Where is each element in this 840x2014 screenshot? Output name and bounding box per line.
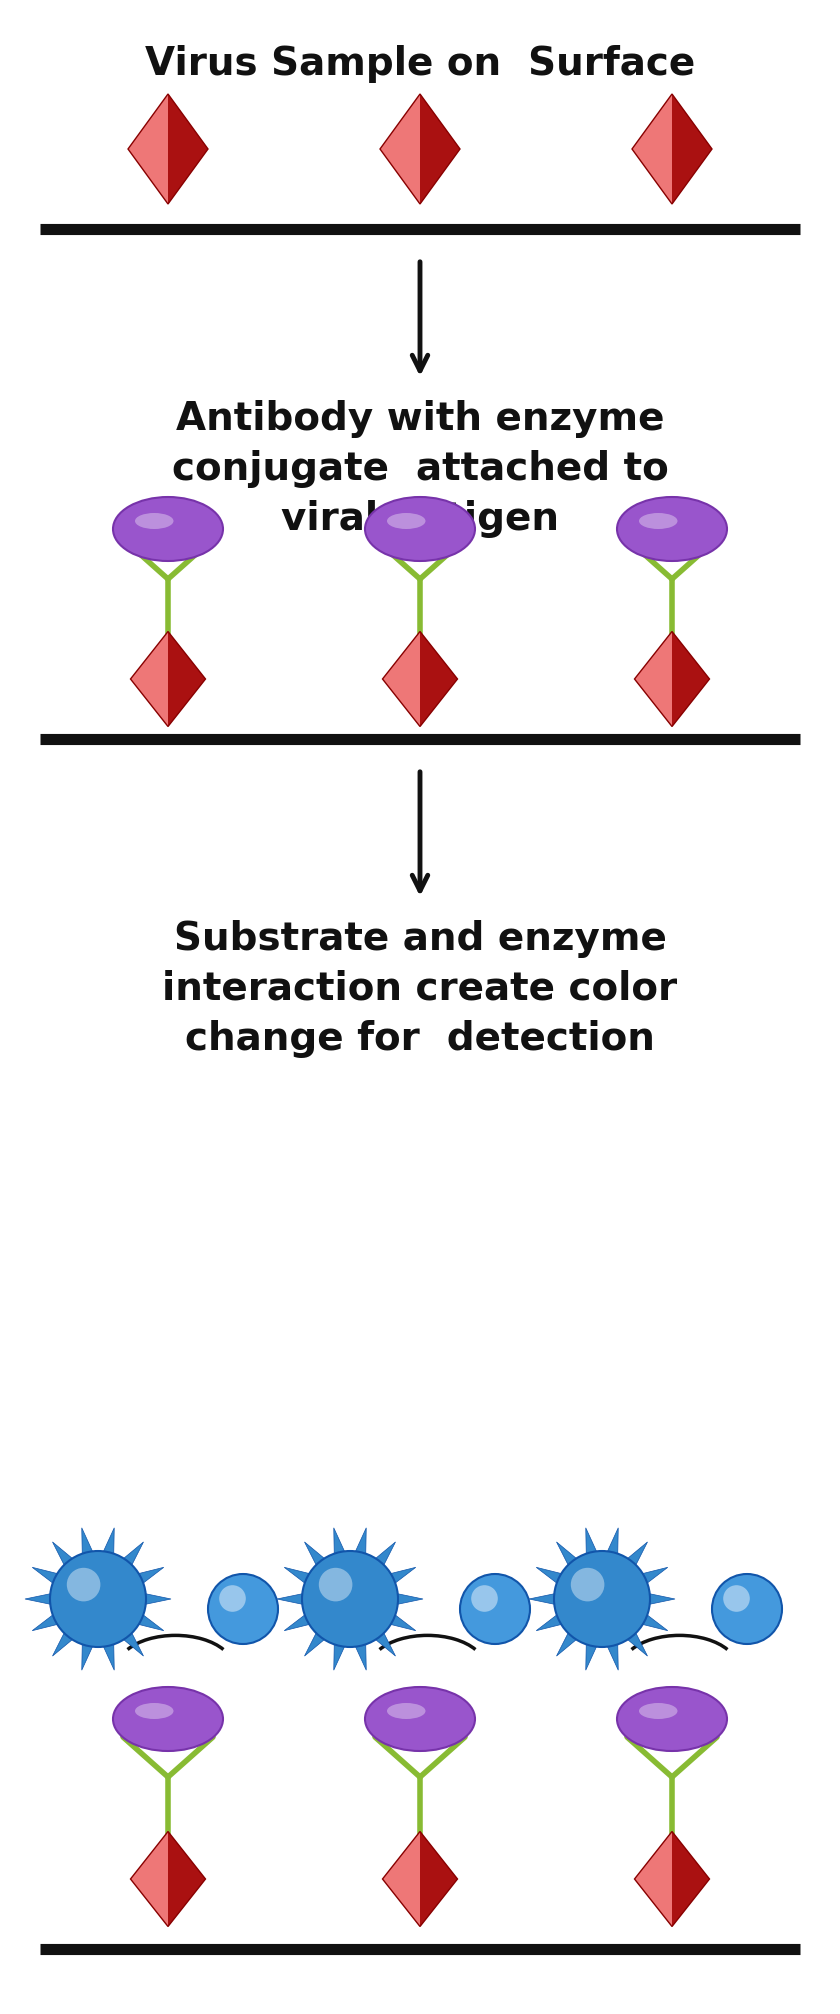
Circle shape <box>219 1585 246 1611</box>
Polygon shape <box>168 1831 206 1927</box>
Polygon shape <box>585 1529 601 1567</box>
Polygon shape <box>98 1631 114 1670</box>
Polygon shape <box>304 1621 334 1656</box>
Polygon shape <box>81 1529 97 1567</box>
Polygon shape <box>617 1543 648 1577</box>
Polygon shape <box>365 1621 396 1656</box>
Polygon shape <box>420 1831 458 1927</box>
Polygon shape <box>385 1591 423 1607</box>
Circle shape <box>460 1575 530 1643</box>
Polygon shape <box>630 1567 668 1591</box>
Polygon shape <box>126 1607 164 1631</box>
Circle shape <box>208 1575 278 1643</box>
Circle shape <box>50 1551 146 1647</box>
Polygon shape <box>529 1591 567 1607</box>
Circle shape <box>571 1569 605 1601</box>
Ellipse shape <box>387 1704 426 1720</box>
Polygon shape <box>126 1567 164 1591</box>
Polygon shape <box>81 1631 97 1670</box>
Polygon shape <box>420 95 460 205</box>
Polygon shape <box>602 1631 618 1670</box>
Circle shape <box>302 1551 398 1647</box>
Polygon shape <box>382 632 420 727</box>
Polygon shape <box>378 1567 416 1591</box>
Polygon shape <box>113 1621 144 1656</box>
Ellipse shape <box>365 497 475 562</box>
Polygon shape <box>585 1631 601 1670</box>
Polygon shape <box>25 1591 63 1607</box>
Polygon shape <box>98 1529 114 1567</box>
Polygon shape <box>333 1529 349 1567</box>
Text: Virus Sample on  Surface: Virus Sample on Surface <box>144 44 696 83</box>
Polygon shape <box>382 1831 420 1927</box>
Polygon shape <box>365 1543 396 1577</box>
Polygon shape <box>32 1607 70 1631</box>
Polygon shape <box>113 1543 144 1577</box>
Polygon shape <box>168 632 206 727</box>
Ellipse shape <box>639 514 678 530</box>
Polygon shape <box>277 1591 315 1607</box>
Ellipse shape <box>113 497 223 562</box>
Ellipse shape <box>113 1688 223 1750</box>
Polygon shape <box>420 632 458 727</box>
Circle shape <box>554 1551 650 1647</box>
Ellipse shape <box>135 1704 174 1720</box>
Polygon shape <box>52 1621 82 1656</box>
Polygon shape <box>128 95 168 205</box>
Polygon shape <box>602 1529 618 1567</box>
Polygon shape <box>350 1631 366 1670</box>
Polygon shape <box>637 1591 675 1607</box>
Polygon shape <box>632 95 672 205</box>
Polygon shape <box>672 632 710 727</box>
Polygon shape <box>284 1567 322 1591</box>
Polygon shape <box>130 1831 168 1927</box>
Circle shape <box>712 1575 782 1643</box>
Polygon shape <box>556 1543 586 1577</box>
Polygon shape <box>168 95 208 205</box>
Circle shape <box>471 1585 498 1611</box>
Polygon shape <box>378 1607 416 1631</box>
Polygon shape <box>630 1607 668 1631</box>
Text: Substrate and enzyme
interaction create color
change for  detection: Substrate and enzyme interaction create … <box>162 920 678 1057</box>
Circle shape <box>723 1585 750 1611</box>
Ellipse shape <box>365 1688 475 1750</box>
Polygon shape <box>617 1621 648 1656</box>
Polygon shape <box>333 1631 349 1670</box>
Ellipse shape <box>387 514 426 530</box>
Polygon shape <box>380 95 420 205</box>
Polygon shape <box>634 1831 672 1927</box>
Polygon shape <box>32 1567 70 1591</box>
Polygon shape <box>130 632 168 727</box>
Text: Antibody with enzyme
conjugate  attached to
viral antigen: Antibody with enzyme conjugate attached … <box>171 401 669 538</box>
Polygon shape <box>304 1543 334 1577</box>
Polygon shape <box>536 1607 574 1631</box>
Polygon shape <box>672 1831 710 1927</box>
Polygon shape <box>52 1543 82 1577</box>
Circle shape <box>319 1569 353 1601</box>
Polygon shape <box>556 1621 586 1656</box>
Polygon shape <box>284 1607 322 1631</box>
Ellipse shape <box>617 497 727 562</box>
Ellipse shape <box>617 1688 727 1750</box>
Polygon shape <box>133 1591 171 1607</box>
Polygon shape <box>350 1529 366 1567</box>
Polygon shape <box>672 95 712 205</box>
Ellipse shape <box>135 514 174 530</box>
Polygon shape <box>634 632 672 727</box>
Ellipse shape <box>639 1704 678 1720</box>
Polygon shape <box>536 1567 574 1591</box>
Circle shape <box>67 1569 101 1601</box>
